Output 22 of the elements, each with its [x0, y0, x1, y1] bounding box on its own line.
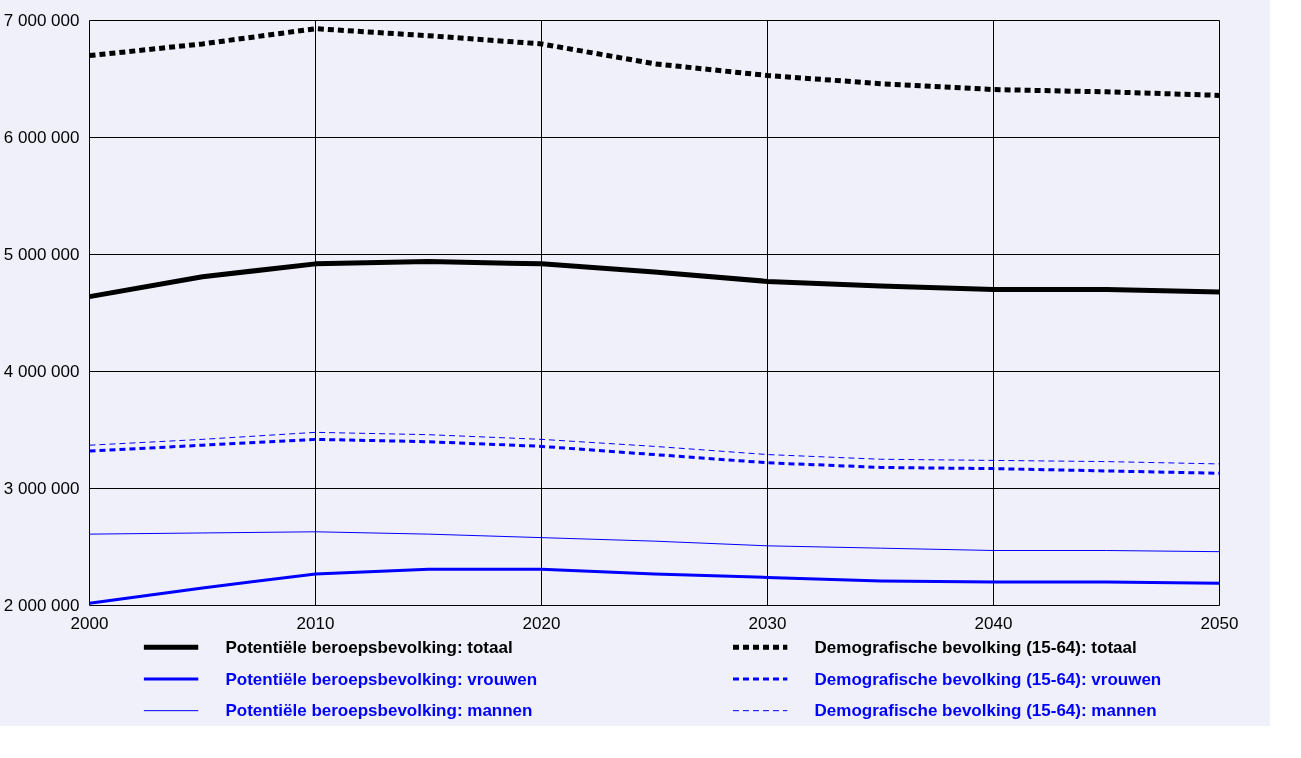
legend-label: Demografische bevolking (15-64): vrouwen [814, 669, 1162, 689]
x-tick-label: 2050 [1200, 613, 1239, 633]
y-tick-label: 2 000 000 [3, 596, 80, 615]
y-tick-label: 3 000 000 [3, 479, 80, 498]
y-tick-label: 4 000 000 [3, 362, 80, 381]
x-tick-label: 2010 [296, 613, 335, 633]
x-tick-label: 2020 [522, 613, 561, 633]
legend-label: Potentiële beroepsbevolking: vrouwen [225, 669, 538, 689]
x-tick-label: 2000 [70, 613, 109, 633]
y-tick-label: 6 000 000 [3, 128, 80, 147]
x-tick-label: 2040 [974, 613, 1013, 633]
legend-label: Demografische bevolking (15-64): totaal [814, 637, 1137, 657]
line-series [89, 567, 1220, 605]
line-series [89, 437, 1220, 475]
y-tick-label: 5 000 000 [3, 245, 80, 264]
legend-label: Demografische bevolking (15-64): mannen [814, 701, 1157, 721]
y-tick-label: 7 000 000 [3, 11, 80, 30]
legend-label: Potentiële beroepsbevolking: mannen [225, 701, 533, 721]
legend-label: Potentiële beroepsbevolking: totaal [225, 637, 513, 657]
line-series [89, 431, 1220, 465]
line-series [89, 531, 1220, 553]
x-tick-label: 2030 [748, 613, 787, 633]
